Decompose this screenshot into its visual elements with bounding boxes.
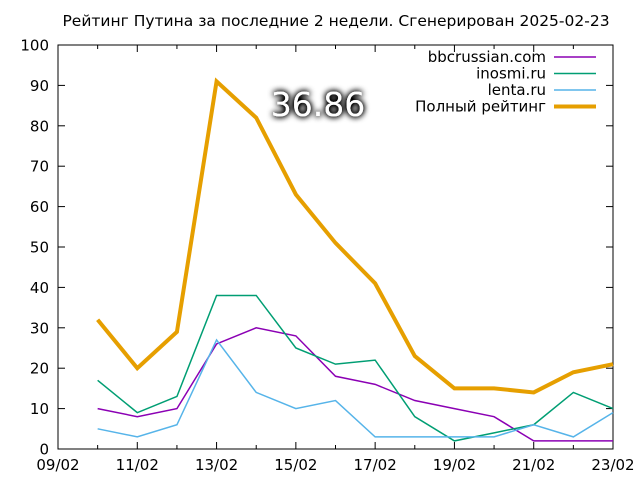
x-axis: 09/02 11/02 13/02 15/02 17/02 19/02 21/02 23/02	[36, 45, 635, 474]
series-line-0	[97, 327, 613, 442]
x-tick-label: 23/02	[591, 456, 634, 474]
y-tick-label: 20	[30, 360, 49, 378]
y-tick-label: 80	[30, 117, 49, 135]
y-axis: 0 10 20 30 40 50 60 70 80 90 100	[20, 37, 613, 459]
series-lines	[96, 77, 614, 442]
legend-label: Полный рейтинг	[415, 98, 546, 116]
y-tick-label: 100	[20, 37, 49, 55]
x-tick-label: 19/02	[433, 456, 476, 474]
x-tick-label: 15/02	[274, 456, 317, 474]
y-tick-label: 60	[30, 198, 49, 216]
x-tick-label: 17/02	[354, 456, 397, 474]
series-line-2	[97, 338, 614, 438]
x-tick-label: 21/02	[512, 456, 555, 474]
highlight-value: 36.86	[271, 85, 365, 124]
series-line-3	[96, 77, 614, 395]
chart-title: Рейтинг Путина за последние 2 недели. Сг…	[62, 12, 609, 30]
legend-label: inosmi.ru	[476, 65, 546, 83]
x-tick-label: 13/02	[195, 456, 238, 474]
legend-label: lenta.ru	[488, 81, 546, 99]
x-tick-label: 09/02	[36, 456, 79, 474]
y-tick-label: 0	[39, 441, 49, 459]
x-tick-label: 11/02	[116, 456, 159, 474]
y-tick-label: 70	[30, 158, 49, 176]
legend-label: bbcrussian.com	[428, 48, 546, 66]
y-tick-label: 10	[30, 400, 49, 418]
y-tick-label: 90	[30, 77, 49, 95]
y-tick-label: 40	[30, 279, 49, 297]
y-tick-label: 50	[30, 239, 49, 257]
y-tick-label: 30	[30, 319, 49, 337]
